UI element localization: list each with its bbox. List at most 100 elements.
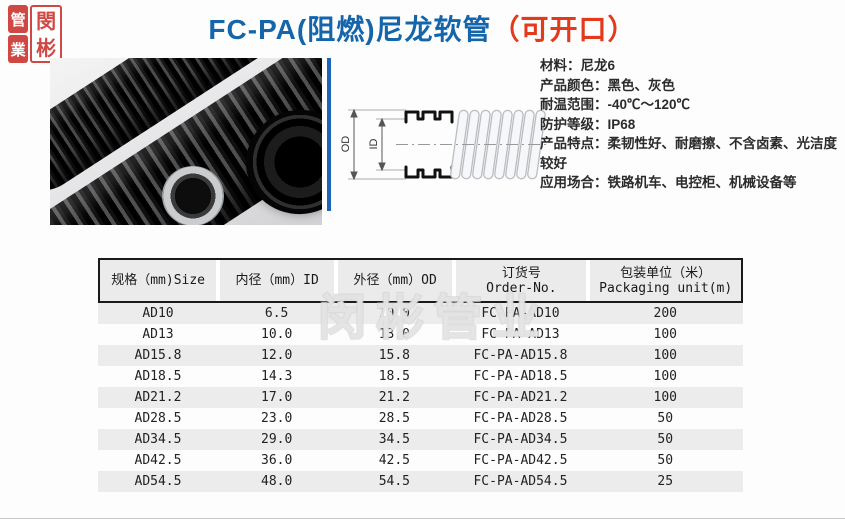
cell-packaging-unit: 50 [657,453,674,468]
cell-order-no: FC-PA-AD15.8 [473,348,568,363]
spec-value: 尼龙6 [580,58,616,73]
table-row: AD21.2 17.0 21.2 FC-PA-AD21.2 100 [98,387,743,408]
spec-value: 柔韧性好、耐磨擦、不含卤素、光洁度较好 [540,136,837,171]
cell-inner-diameter: 29.0 [261,432,293,447]
od-label: OD [340,136,352,153]
spec-line: 防护等级：IP68 [540,115,840,135]
id-label: ID [368,138,380,149]
cell-packaging-unit: 100 [653,390,677,405]
seal-left-stamp: 管 業 [8,5,29,63]
spec-value: 黑色、灰色 [607,77,676,93]
page-title-main: FC-PA(阻燃)尼龙软管 [208,14,492,45]
table-row: AD28.5 23.0 28.5 FC-PA-AD28.5 50 [98,408,743,429]
spec-line: 材料：尼龙6 [540,56,840,76]
table-row: AD54.5 48.0 54.5 FC-PA-AD54.5 25 [98,471,743,492]
cell-packaging-unit: 50 [657,432,674,447]
table-row: AD15.8 12.0 15.8 FC-PA-AD15.8 100 [98,345,743,366]
cell-order-no: FC-PA-AD42.5 [473,453,568,468]
spec-line: 产品颜色：黑色、灰色 [540,76,840,96]
cell-inner-diameter: 10.0 [261,327,293,342]
seal-char: 業 [8,35,29,63]
cell-inner-diameter: 48.0 [261,474,293,489]
cell-size: AD21.2 [134,390,182,405]
spec-label: 应用场合： [540,175,608,190]
spec-value: 铁路机车、电控柜、机械设备等 [607,175,797,190]
cell-size: AD42.5 [134,453,182,468]
cell-inner-diameter: 36.0 [261,453,293,468]
product-photo [50,58,322,225]
column-header-order-no: 订货号 Order-No. [452,260,586,301]
spec-list: 材料：尼龙6 产品颜色：黑色、灰色 耐温范围：-40℃～120℃ 防护等级：IP… [540,56,840,193]
seal-char: 管 [8,5,29,33]
table-body: AD10 6.5 10.0 FC-PA-AD10 200 AD13 10.0 1… [98,303,743,492]
cell-packaging-unit: 200 [653,306,677,321]
cell-packaging-unit: 25 [657,474,674,489]
corrugation-profile [404,110,454,179]
cell-packaging-unit: 100 [653,369,677,384]
cell-size: AD18.5 [134,369,182,384]
cell-order-no: FC-PA-AD34.5 [473,432,568,447]
seal-char: 彬 [36,35,57,60]
spec-line: 耐温范围：-40℃～120℃ [540,95,840,115]
cell-size: AD34.5 [134,432,182,447]
cell-outer-diameter: 34.5 [378,432,411,447]
dimension-diagram: OD ID [340,108,546,181]
column-header-size: 规格（mm)Size [111,273,206,288]
spec-label: 耐温范围： [540,97,608,112]
page-title-suffix: （可开口） [491,14,637,45]
cell-size: AD15.8 [134,348,182,363]
cell-order-no: FC-PA-AD54.5 [473,474,568,489]
cell-size: AD28.5 [134,411,182,426]
table-header-row: 规格（mm)Size 内径（mm）ID 外径（mm）OD 订货号 Order-N… [98,258,743,303]
cell-outer-diameter: 10.0 [378,306,411,321]
spec-value: IP68 [607,116,636,132]
spec-table: 规格（mm)Size 内径（mm）ID 外径（mm）OD 订货号 Order-N… [98,258,743,492]
table-row: AD42.5 36.0 42.5 FC-PA-AD42.5 50 [98,450,743,471]
column-header-outer-diameter: 外径（mm）OD [334,260,452,301]
spec-line: 应用场合：铁路机车、电控柜、机械设备等 [540,173,840,193]
table-row: AD34.5 29.0 34.5 FC-PA-AD34.5 50 [98,429,743,450]
cell-outer-diameter: 28.5 [378,411,411,426]
cell-outer-diameter: 21.2 [378,390,411,405]
cell-outer-diameter: 13.0 [378,327,411,342]
cell-size: AD13 [142,327,174,342]
cell-packaging-unit: 100 [653,348,677,363]
spec-label: 防护等级： [540,116,608,132]
cell-inner-diameter: 17.0 [261,390,293,405]
id-dimension [378,117,386,172]
cell-inner-diameter: 14.3 [261,369,293,384]
spec-label: 产品颜色： [540,77,608,93]
table-row: AD10 6.5 10.0 FC-PA-AD10 200 [98,303,743,324]
cell-size: AD54.5 [134,474,182,489]
company-seal-logo: 管 業 閔 彬 [8,5,62,63]
column-header-packaging-unit: 包装单位（米） Packaging unit(m) [586,260,741,301]
table-row: AD18.5 14.3 18.5 FC-PA-AD18.5 100 [98,366,743,387]
cell-outer-diameter: 18.5 [378,369,411,384]
page-title: FC-PA(阻燃)尼龙软管（可开口） [0,8,845,48]
cell-order-no: FC-PA-AD10 [481,306,560,321]
cell-outer-diameter: 54.5 [378,474,411,489]
column-header-inner-diameter: 内径（mm）ID [216,260,334,301]
cell-size: AD10 [142,306,174,321]
spec-line: 产品特点：柔韧性好、耐磨擦、不含卤素、光洁度较好 [540,134,840,173]
cell-order-no: FC-PA-AD21.2 [473,390,568,405]
cell-order-no: FC-PA-AD28.5 [473,411,568,426]
cell-order-no: FC-PA-AD13 [481,327,560,342]
table-row: AD13 10.0 13.0 FC-PA-AD13 100 [98,324,743,345]
seal-right-stamp: 閔 彬 [30,5,62,63]
cell-outer-diameter: 15.8 [378,348,411,363]
spec-label: 材料： [540,58,581,73]
accent-divider-bar [327,58,331,211]
cell-inner-diameter: 6.5 [264,306,289,321]
spec-label: 产品特点： [540,136,608,151]
cell-order-no: FC-PA-AD18.5 [473,369,568,384]
spec-value: -40℃～120℃ [607,97,691,112]
cell-inner-diameter: 23.0 [261,411,293,426]
seal-char: 閔 [36,8,57,33]
cell-packaging-unit: 100 [653,327,677,342]
od-dimension [350,108,358,181]
cell-outer-diameter: 42.5 [378,453,411,468]
tube-opening-gray [162,166,224,225]
cell-packaging-unit: 50 [657,411,674,426]
